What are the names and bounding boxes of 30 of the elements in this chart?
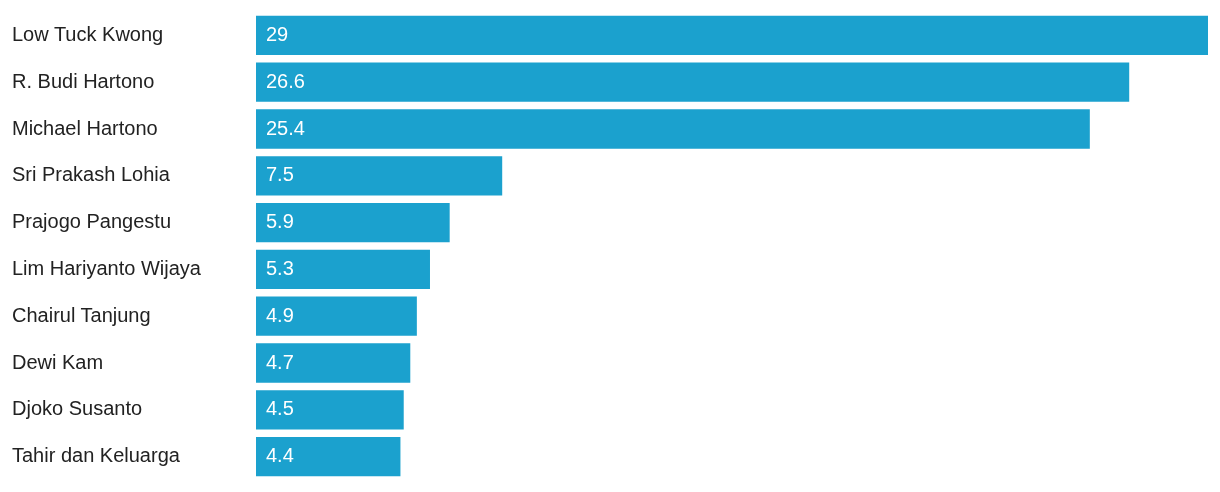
data-label: 4.7	[266, 350, 294, 373]
data-label: 25.4	[266, 116, 305, 139]
bar	[256, 249, 430, 290]
y-tick-label: R. Budi Hartono	[12, 69, 155, 92]
data-label: 4.4	[266, 444, 294, 467]
y-tick-label: Chairul Tanjung	[12, 303, 151, 326]
data-label: 4.5	[266, 397, 294, 420]
data-label: 29	[266, 22, 289, 45]
bar	[256, 15, 1208, 56]
y-tick-label: Sri Prakash Lohia	[12, 163, 171, 186]
data-label: 5.3	[266, 256, 294, 279]
data-label: 7.5	[266, 163, 294, 186]
y-tick-label: Djoko Susanto	[12, 397, 143, 420]
y-tick-label: Tahir dan Keluarga	[12, 444, 181, 467]
bar	[256, 390, 404, 430]
data-label: 26.6	[266, 69, 305, 92]
bar	[256, 109, 1090, 149]
bar	[256, 343, 411, 383]
data-label: 5.9	[266, 210, 294, 233]
bar	[256, 436, 401, 477]
bar	[256, 202, 450, 243]
bar	[256, 156, 503, 196]
y-tick-label: Michael Hartono	[12, 116, 158, 139]
data-label: 4.9	[266, 303, 294, 326]
y-tick-label: Low Tuck Kwong	[12, 22, 164, 45]
y-tick-label: Lim Hariyanto Wijaya	[12, 256, 202, 279]
bar	[256, 62, 1130, 102]
y-tick-label: Prajogo Pangestu	[12, 210, 172, 233]
y-tick-label: Dewi Kam	[12, 350, 104, 373]
bar	[256, 296, 417, 336]
